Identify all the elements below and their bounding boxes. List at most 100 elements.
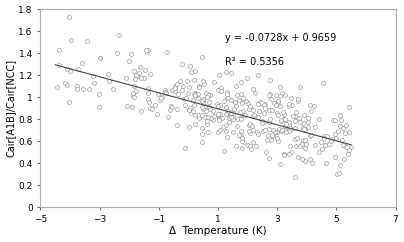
Point [149, 107, 156, 111]
Point [311, 104, 317, 107]
Point [225, 112, 231, 115]
Point [133, 89, 139, 93]
Point [343, 123, 349, 127]
X-axis label: Δ  Temperature (K): Δ Temperature (K) [169, 227, 267, 236]
Point [326, 142, 332, 146]
Point [246, 104, 253, 108]
Point [280, 152, 287, 156]
Point [190, 103, 197, 107]
Point [299, 142, 305, 146]
Point [301, 127, 308, 130]
Point [311, 125, 318, 129]
Point [234, 124, 240, 128]
Point [136, 71, 143, 75]
Point [224, 92, 231, 96]
Point [321, 136, 327, 140]
Point [191, 91, 198, 95]
Point [237, 116, 243, 120]
Point [199, 132, 205, 136]
Point [247, 105, 253, 109]
Point [345, 152, 351, 156]
Point [187, 64, 194, 68]
Point [263, 137, 270, 141]
Point [245, 101, 252, 105]
Point [257, 100, 263, 104]
Point [74, 87, 80, 91]
Point [214, 102, 221, 106]
Point [130, 84, 137, 88]
Point [286, 129, 292, 133]
Point [142, 68, 148, 72]
Point [308, 133, 314, 137]
Point [238, 80, 244, 84]
Point [322, 161, 329, 165]
Point [130, 91, 136, 95]
Point [216, 73, 223, 77]
Point [270, 134, 276, 138]
Point [300, 121, 307, 125]
Point [137, 76, 144, 80]
Point [275, 113, 281, 117]
Point [266, 108, 272, 112]
Point [200, 107, 206, 111]
Point [207, 107, 213, 111]
Point [144, 50, 150, 54]
Point [226, 116, 233, 120]
Point [286, 124, 292, 128]
Point [238, 134, 244, 138]
Point [237, 110, 244, 114]
Point [223, 105, 229, 108]
Point [215, 118, 222, 122]
Point [329, 137, 336, 141]
Point [195, 92, 201, 96]
Point [193, 92, 200, 96]
Point [332, 155, 339, 159]
Point [145, 86, 152, 90]
Point [267, 92, 273, 96]
Text: R² = 0.5356: R² = 0.5356 [225, 57, 284, 67]
Point [205, 93, 212, 97]
Point [186, 108, 192, 112]
Point [278, 119, 284, 122]
Point [319, 147, 325, 151]
Point [307, 103, 313, 107]
Point [110, 87, 116, 91]
Point [217, 112, 223, 116]
Point [234, 93, 240, 97]
Point [79, 61, 86, 65]
Point [239, 146, 245, 150]
Point [192, 113, 199, 117]
Point [175, 92, 181, 96]
Point [249, 124, 255, 128]
Point [286, 152, 292, 156]
Point [252, 91, 258, 95]
Point [279, 91, 285, 95]
Point [184, 91, 191, 94]
Point [130, 96, 137, 99]
Point [312, 143, 319, 147]
Point [260, 129, 267, 133]
Point [185, 107, 192, 111]
Point [145, 100, 152, 104]
Point [281, 153, 288, 157]
Point [229, 115, 236, 119]
Point [255, 115, 261, 119]
Point [223, 105, 229, 109]
Point [199, 126, 206, 129]
Point [74, 84, 80, 88]
Point [246, 107, 252, 111]
Point [230, 130, 237, 134]
Point [333, 136, 339, 140]
Point [137, 66, 143, 69]
Point [291, 126, 298, 130]
Point [202, 115, 208, 119]
Point [281, 117, 287, 121]
Point [96, 105, 102, 109]
Point [297, 85, 303, 89]
Point [106, 79, 113, 83]
Point [198, 55, 205, 59]
Point [199, 140, 206, 144]
Point [275, 100, 282, 104]
Point [192, 122, 198, 126]
Point [195, 96, 201, 100]
